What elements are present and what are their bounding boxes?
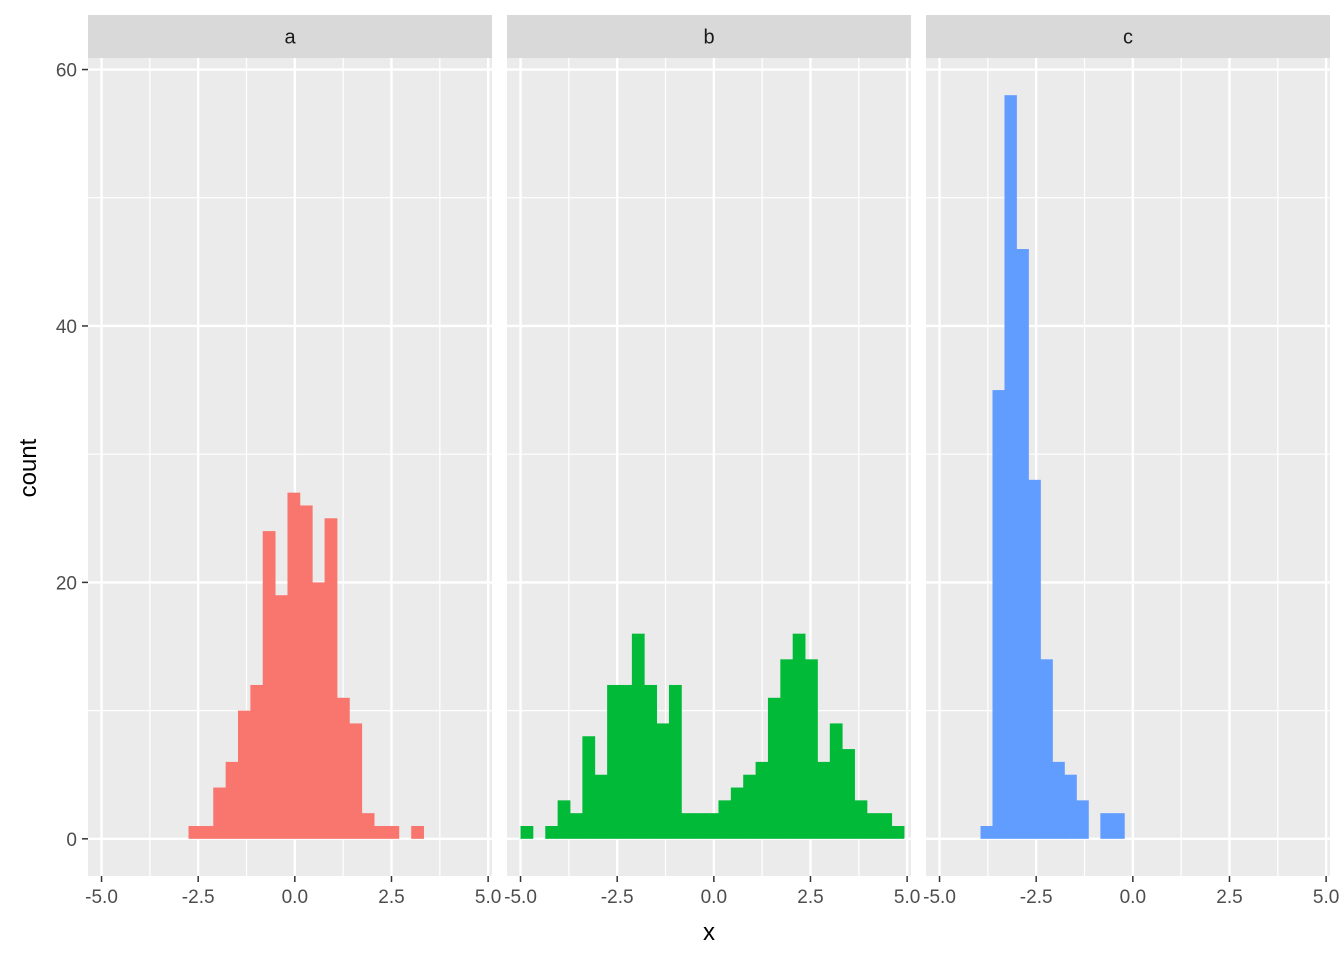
x-tick-label: -5.0 bbox=[85, 887, 118, 908]
histogram-bar bbox=[361, 813, 375, 839]
histogram-bar bbox=[805, 659, 818, 839]
histogram-bar bbox=[879, 813, 893, 839]
x-tick-label: 5.0 bbox=[1313, 887, 1339, 908]
x-tick-label: 0.0 bbox=[1120, 887, 1146, 908]
histogram-bar bbox=[250, 684, 264, 839]
histogram-bar bbox=[706, 813, 719, 839]
facet-panel-b: b -5.0 -2.5 0.0 2.5 5.0 bbox=[504, 15, 920, 908]
histogram-bar bbox=[668, 684, 682, 839]
x-tick-label: -5.0 bbox=[504, 887, 537, 908]
x-tick-label: 5.0 bbox=[894, 887, 920, 908]
histogram-bar bbox=[299, 505, 313, 839]
histogram-bar bbox=[1016, 249, 1029, 839]
histogram-bar bbox=[854, 800, 868, 839]
histogram-bar bbox=[349, 723, 363, 839]
histogram-bar bbox=[730, 787, 744, 839]
histogram-bar bbox=[557, 800, 571, 839]
facet-strip-label: a bbox=[284, 27, 296, 49]
facet-strip bbox=[926, 15, 1330, 58]
panel-background bbox=[926, 58, 1330, 876]
facet-strip-label: b bbox=[703, 27, 714, 49]
histogram-bar bbox=[780, 659, 794, 839]
histogram-bar bbox=[992, 390, 1005, 839]
histogram-bar bbox=[594, 774, 608, 839]
histogram-bar bbox=[411, 825, 424, 839]
y-tick-label: 40 bbox=[56, 317, 77, 338]
histogram-bar bbox=[336, 697, 350, 839]
histogram-bar bbox=[842, 749, 855, 839]
x-tick-label: -2.5 bbox=[1020, 887, 1053, 908]
grid-lines bbox=[926, 58, 1330, 876]
histogram-bar bbox=[631, 633, 645, 839]
histogram-bar bbox=[1040, 659, 1053, 839]
histogram-bar bbox=[188, 825, 202, 839]
histogram-bar bbox=[1004, 95, 1017, 839]
histogram-bar bbox=[681, 813, 695, 839]
facet-panel-c: c -5.0 -2.5 0.0 2.5 5.0 bbox=[923, 15, 1339, 908]
x-tick-label: 0.0 bbox=[282, 887, 308, 908]
x-tick-label: 2.5 bbox=[797, 887, 823, 908]
histogram-bar bbox=[225, 761, 239, 839]
histogram-bar bbox=[1064, 774, 1077, 839]
x-tick-label: -5.0 bbox=[923, 887, 956, 908]
histogram-bar bbox=[545, 825, 559, 839]
histogram-bar bbox=[1112, 813, 1125, 839]
y-axis-title: count bbox=[15, 438, 42, 497]
facet-strip-label: c bbox=[1123, 27, 1133, 49]
x-tick-label: -2.5 bbox=[601, 887, 634, 908]
facet-strip bbox=[507, 15, 911, 58]
histogram-bar bbox=[607, 684, 620, 839]
histogram-bar bbox=[262, 531, 276, 839]
histogram-bar bbox=[619, 684, 633, 839]
histogram-bar bbox=[980, 825, 993, 839]
histogram-bars bbox=[188, 492, 424, 839]
histogram-bars bbox=[980, 95, 1125, 839]
histogram-bar bbox=[582, 736, 596, 839]
x-tick-label: -2.5 bbox=[182, 887, 215, 908]
histogram-bar bbox=[644, 684, 658, 839]
x-tick-label: 2.5 bbox=[378, 887, 404, 908]
histogram-bar bbox=[656, 723, 670, 839]
histogram-bar bbox=[743, 774, 756, 839]
histogram-bar bbox=[718, 800, 732, 839]
histogram-bar bbox=[200, 825, 214, 839]
histogram-bar bbox=[693, 813, 707, 839]
histogram-bars bbox=[520, 633, 905, 839]
facet-panel-a: a -5.0 -2.5 0.0 2.5 5.0 bbox=[85, 15, 501, 908]
histogram-bar bbox=[1076, 800, 1089, 839]
y-axis: 0 20 40 60 bbox=[56, 61, 88, 851]
histogram-bar bbox=[891, 825, 905, 839]
histogram-bar bbox=[767, 697, 781, 839]
histogram-bar bbox=[275, 595, 288, 839]
histogram-bar bbox=[324, 518, 338, 839]
facet-strip bbox=[88, 15, 492, 58]
histogram-bar bbox=[829, 723, 843, 839]
y-tick-label: 0 bbox=[66, 830, 77, 851]
histogram-bar bbox=[213, 787, 227, 839]
histogram-bar bbox=[570, 813, 583, 839]
x-axis-title: x bbox=[703, 919, 715, 946]
histogram-bar bbox=[386, 825, 400, 839]
histogram-bar bbox=[312, 582, 326, 839]
x-tick-label: 0.0 bbox=[701, 887, 727, 908]
histogram-bar bbox=[792, 633, 806, 839]
histogram-bar bbox=[374, 825, 387, 839]
histogram-bar bbox=[238, 710, 251, 839]
histogram-bar bbox=[1028, 479, 1041, 839]
histogram-bar bbox=[1100, 813, 1113, 839]
histogram-bar bbox=[817, 761, 831, 839]
histogram-bar bbox=[520, 825, 534, 839]
facet-panels: a -5.0 -2.5 0.0 2.5 5.0 b -5.0 -2.5 0.0 2.5 5.0 c -5.… bbox=[85, 15, 1339, 908]
x-tick-label: 5.0 bbox=[475, 887, 501, 908]
y-tick-label: 20 bbox=[56, 573, 77, 594]
histogram-bar bbox=[755, 761, 769, 839]
histogram-bar bbox=[287, 492, 301, 839]
x-tick-label: 2.5 bbox=[1216, 887, 1242, 908]
y-tick-label: 60 bbox=[56, 61, 77, 82]
histogram-bar bbox=[866, 813, 880, 839]
histogram-bar bbox=[1052, 761, 1065, 839]
panel-background bbox=[507, 58, 911, 876]
